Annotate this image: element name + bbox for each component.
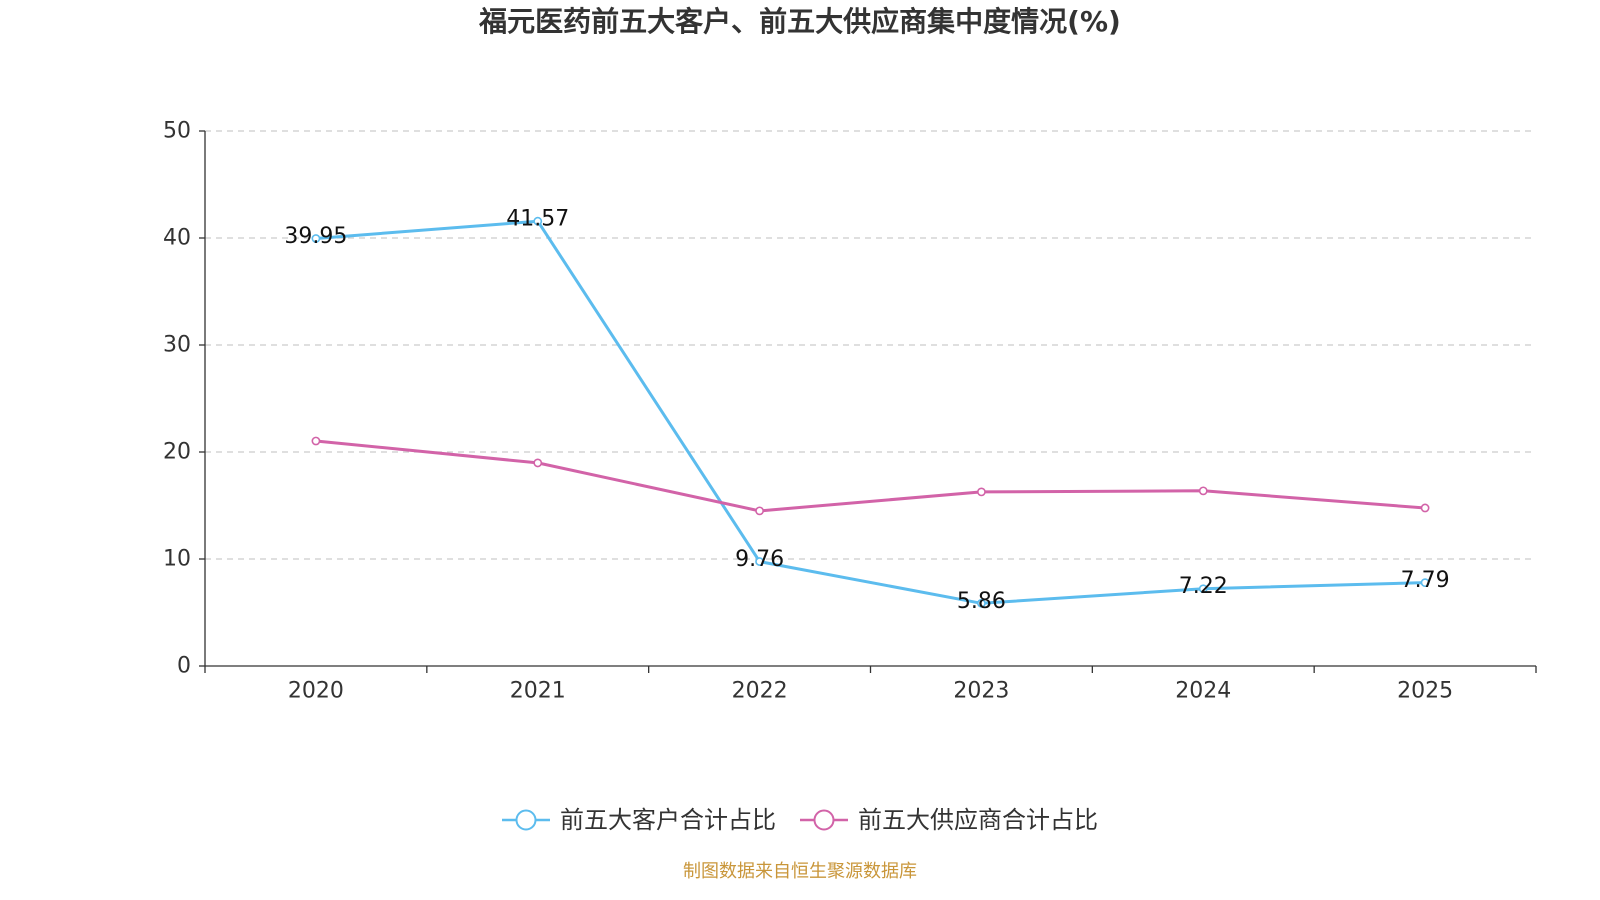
top5-suppliers-point-2022 — [755, 506, 764, 516]
y-tick-label-10: 10 — [163, 547, 191, 572]
line-chart: 0 10 20 30 40 50 2020 2021 2022 2023 2024 2025 39.9… — [163, 119, 1537, 704]
top5-customers-point-2021 — [533, 216, 543, 226]
legend-item-top5-suppliers[interactable]: 前五大供应商合计占比 — [800, 804, 1098, 836]
top5-suppliers-line — [314, 439, 1427, 513]
legend-label-top5-suppliers: 前五大供应商合计占比 — [858, 806, 1098, 834]
top5-suppliers-point-2023 — [977, 487, 986, 497]
top5-customers-data-label-2021: 41.57 — [506, 207, 569, 232]
legend-line-circle-icon — [800, 809, 848, 831]
top5-customers-series — [311, 216, 1430, 608]
top5-customers-data-label-2023: 5.86 — [957, 589, 1006, 614]
y-tick-label-30: 30 — [163, 333, 191, 358]
top5-customers-data-label-2022: 9.76 — [735, 547, 784, 572]
data-label-layer: 39.95 41.57 9.76 5.86 7.22 7.79 — [284, 207, 1449, 614]
x-tick-label-2020: 2020 — [288, 679, 344, 704]
top5-customers-point-2025 — [1420, 578, 1430, 588]
legend-label-top5-customers: 前五大客户合计占比 — [560, 806, 776, 834]
y-tick-label-0: 0 — [177, 654, 191, 679]
top5-customers-point-2024 — [1198, 584, 1208, 594]
y-tick-label-20: 20 — [163, 440, 191, 465]
top5-customers-data-label-2024: 7.22 — [1179, 574, 1228, 599]
top5-suppliers-point-2024 — [1198, 486, 1208, 496]
grid-layer — [205, 130, 1536, 560]
top5-customers-point-2020 — [311, 234, 321, 243]
legend-line-circle-icon — [502, 809, 550, 831]
x-tick-label-2024: 2024 — [1175, 679, 1231, 704]
x-tick-label-2025: 2025 — [1397, 679, 1453, 704]
y-tick-label-40: 40 — [163, 226, 191, 251]
top5-customers-point-2023 — [977, 598, 986, 608]
top5-customers-data-label-2020: 39.95 — [284, 224, 347, 249]
x-tick-label-2021: 2021 — [510, 679, 566, 704]
top5-suppliers-point-2020 — [311, 436, 321, 446]
top5-suppliers-series — [311, 436, 1430, 516]
y-tick-label-50: 50 — [163, 119, 191, 144]
top5-suppliers-point-2021 — [533, 458, 543, 468]
legend-item-top5-customers[interactable]: 前五大客户合计占比 — [502, 804, 776, 836]
chart-title: 福元医药前五大客户、前五大供应商集中度情况(%) — [479, 5, 1121, 38]
chart-legend: 前五大客户合计占比 前五大供应商合计占比 — [0, 804, 1600, 836]
top5-customers-data-label-2025: 7.79 — [1401, 568, 1450, 593]
top5-customers-line — [314, 219, 1427, 605]
top5-suppliers-point-2025 — [1420, 503, 1430, 513]
data-source-note: 制图数据来自恒生聚源数据库 — [683, 861, 917, 882]
x-tick-label-2023: 2023 — [953, 679, 1009, 704]
series-layer — [311, 216, 1430, 608]
top5-customers-point-2022 — [755, 557, 764, 566]
axis-layer: 0 10 20 30 40 50 2020 2021 2022 2023 2024 2025 — [163, 119, 1537, 704]
x-tick-label-2022: 2022 — [732, 679, 788, 704]
